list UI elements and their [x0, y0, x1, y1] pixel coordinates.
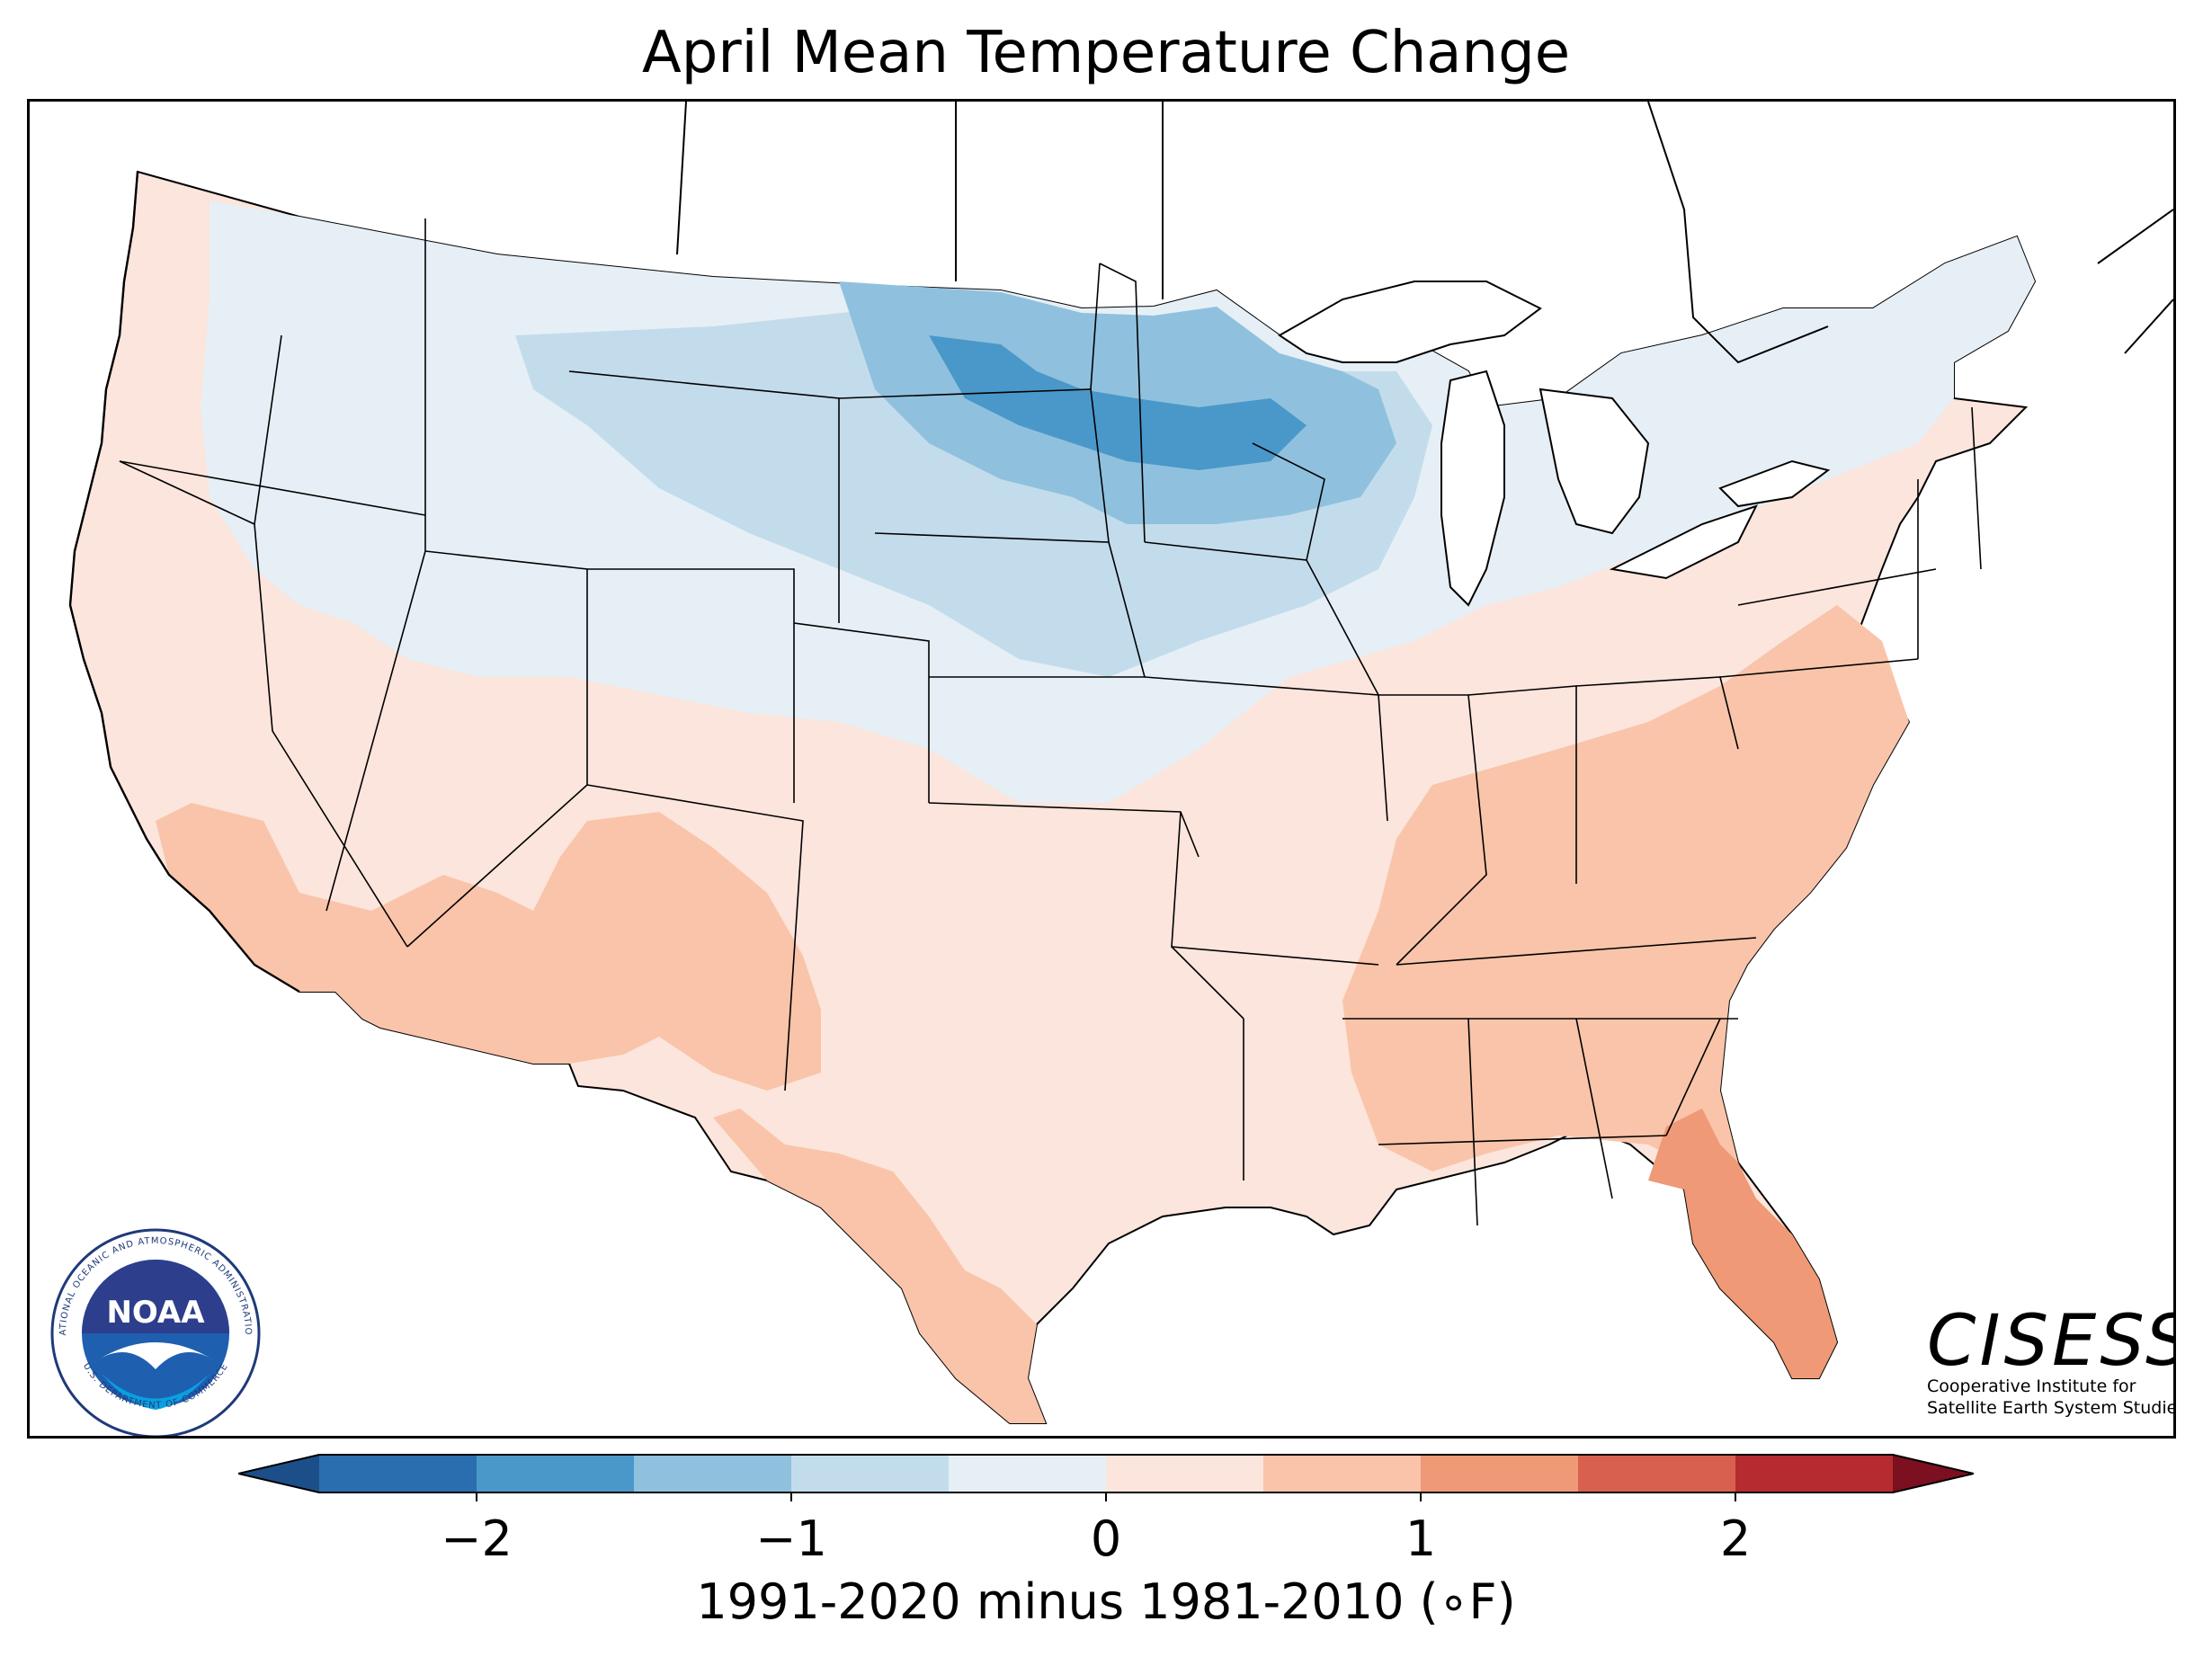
colorbar-tick-label: 1 [1405, 1510, 1437, 1567]
lake-ontario [1718, 459, 1831, 508]
cisess-subtitle-line1: Cooperative Institute for [1927, 1376, 2136, 1396]
state-borders [119, 218, 1982, 1226]
warm-zone-southwest [156, 803, 821, 1091]
cisess-subtitle-line2: Satellite Earth System Studies [1927, 1397, 2176, 1418]
lake-erie [1609, 504, 1758, 580]
colorbar [238, 1454, 1974, 1501]
colorbar-bin-0 [319, 1455, 477, 1492]
colorbar-bin-6 [1263, 1455, 1421, 1492]
temperature-change-map [68, 102, 2173, 1424]
colorbar-bin-2 [634, 1455, 791, 1492]
colorbar-under-arrow [238, 1455, 319, 1492]
colorbar-tick-label: 2 [1719, 1510, 1752, 1567]
cisess-name: CISESS [1927, 1301, 2176, 1382]
colorbar-bin-4 [949, 1455, 1106, 1492]
colorbar-tick-label: 0 [1090, 1510, 1122, 1567]
warm-zone-southeast [1342, 605, 1909, 1180]
colorbar-bin-1 [477, 1455, 634, 1492]
colorbar-tick-label: −2 [441, 1510, 513, 1567]
country-borders [676, 102, 2173, 364]
warm-zone-georgia [1648, 1109, 1837, 1378]
colorbar-tick-label: −1 [755, 1510, 827, 1567]
noaa-wordmark: NOAA [106, 1295, 205, 1331]
colorbar-outline [238, 1454, 1974, 1493]
colorbar-bin-3 [791, 1455, 949, 1492]
colorbar-label: 1991-2020 minus 1981-2010 (∘F) [696, 1573, 1516, 1630]
warm-zone-texas [713, 1109, 1046, 1423]
colorbar-bin-5 [1106, 1455, 1263, 1492]
cool-zone-core [929, 335, 1307, 470]
colorbar-bin-7 [1421, 1455, 1578, 1492]
lake-superior [1278, 281, 1542, 363]
colorbar-over-arrow [1893, 1455, 1974, 1492]
colorbar-bin-8 [1578, 1455, 1735, 1492]
colorbar-bin-9 [1735, 1455, 1893, 1492]
map-title: April Mean Temperature Change [641, 20, 1571, 86]
conus-coastline [68, 171, 300, 993]
map-frame: NOAA NATIONAL OCEANIC AND ATMOSPHERIC AD… [27, 99, 2176, 1439]
noaa-logo: NOAA NATIONAL OCEANIC AND ATMOSPHERIC AD… [48, 1225, 261, 1436]
lake-huron [1539, 388, 1650, 535]
lake-michigan [1440, 370, 1505, 607]
